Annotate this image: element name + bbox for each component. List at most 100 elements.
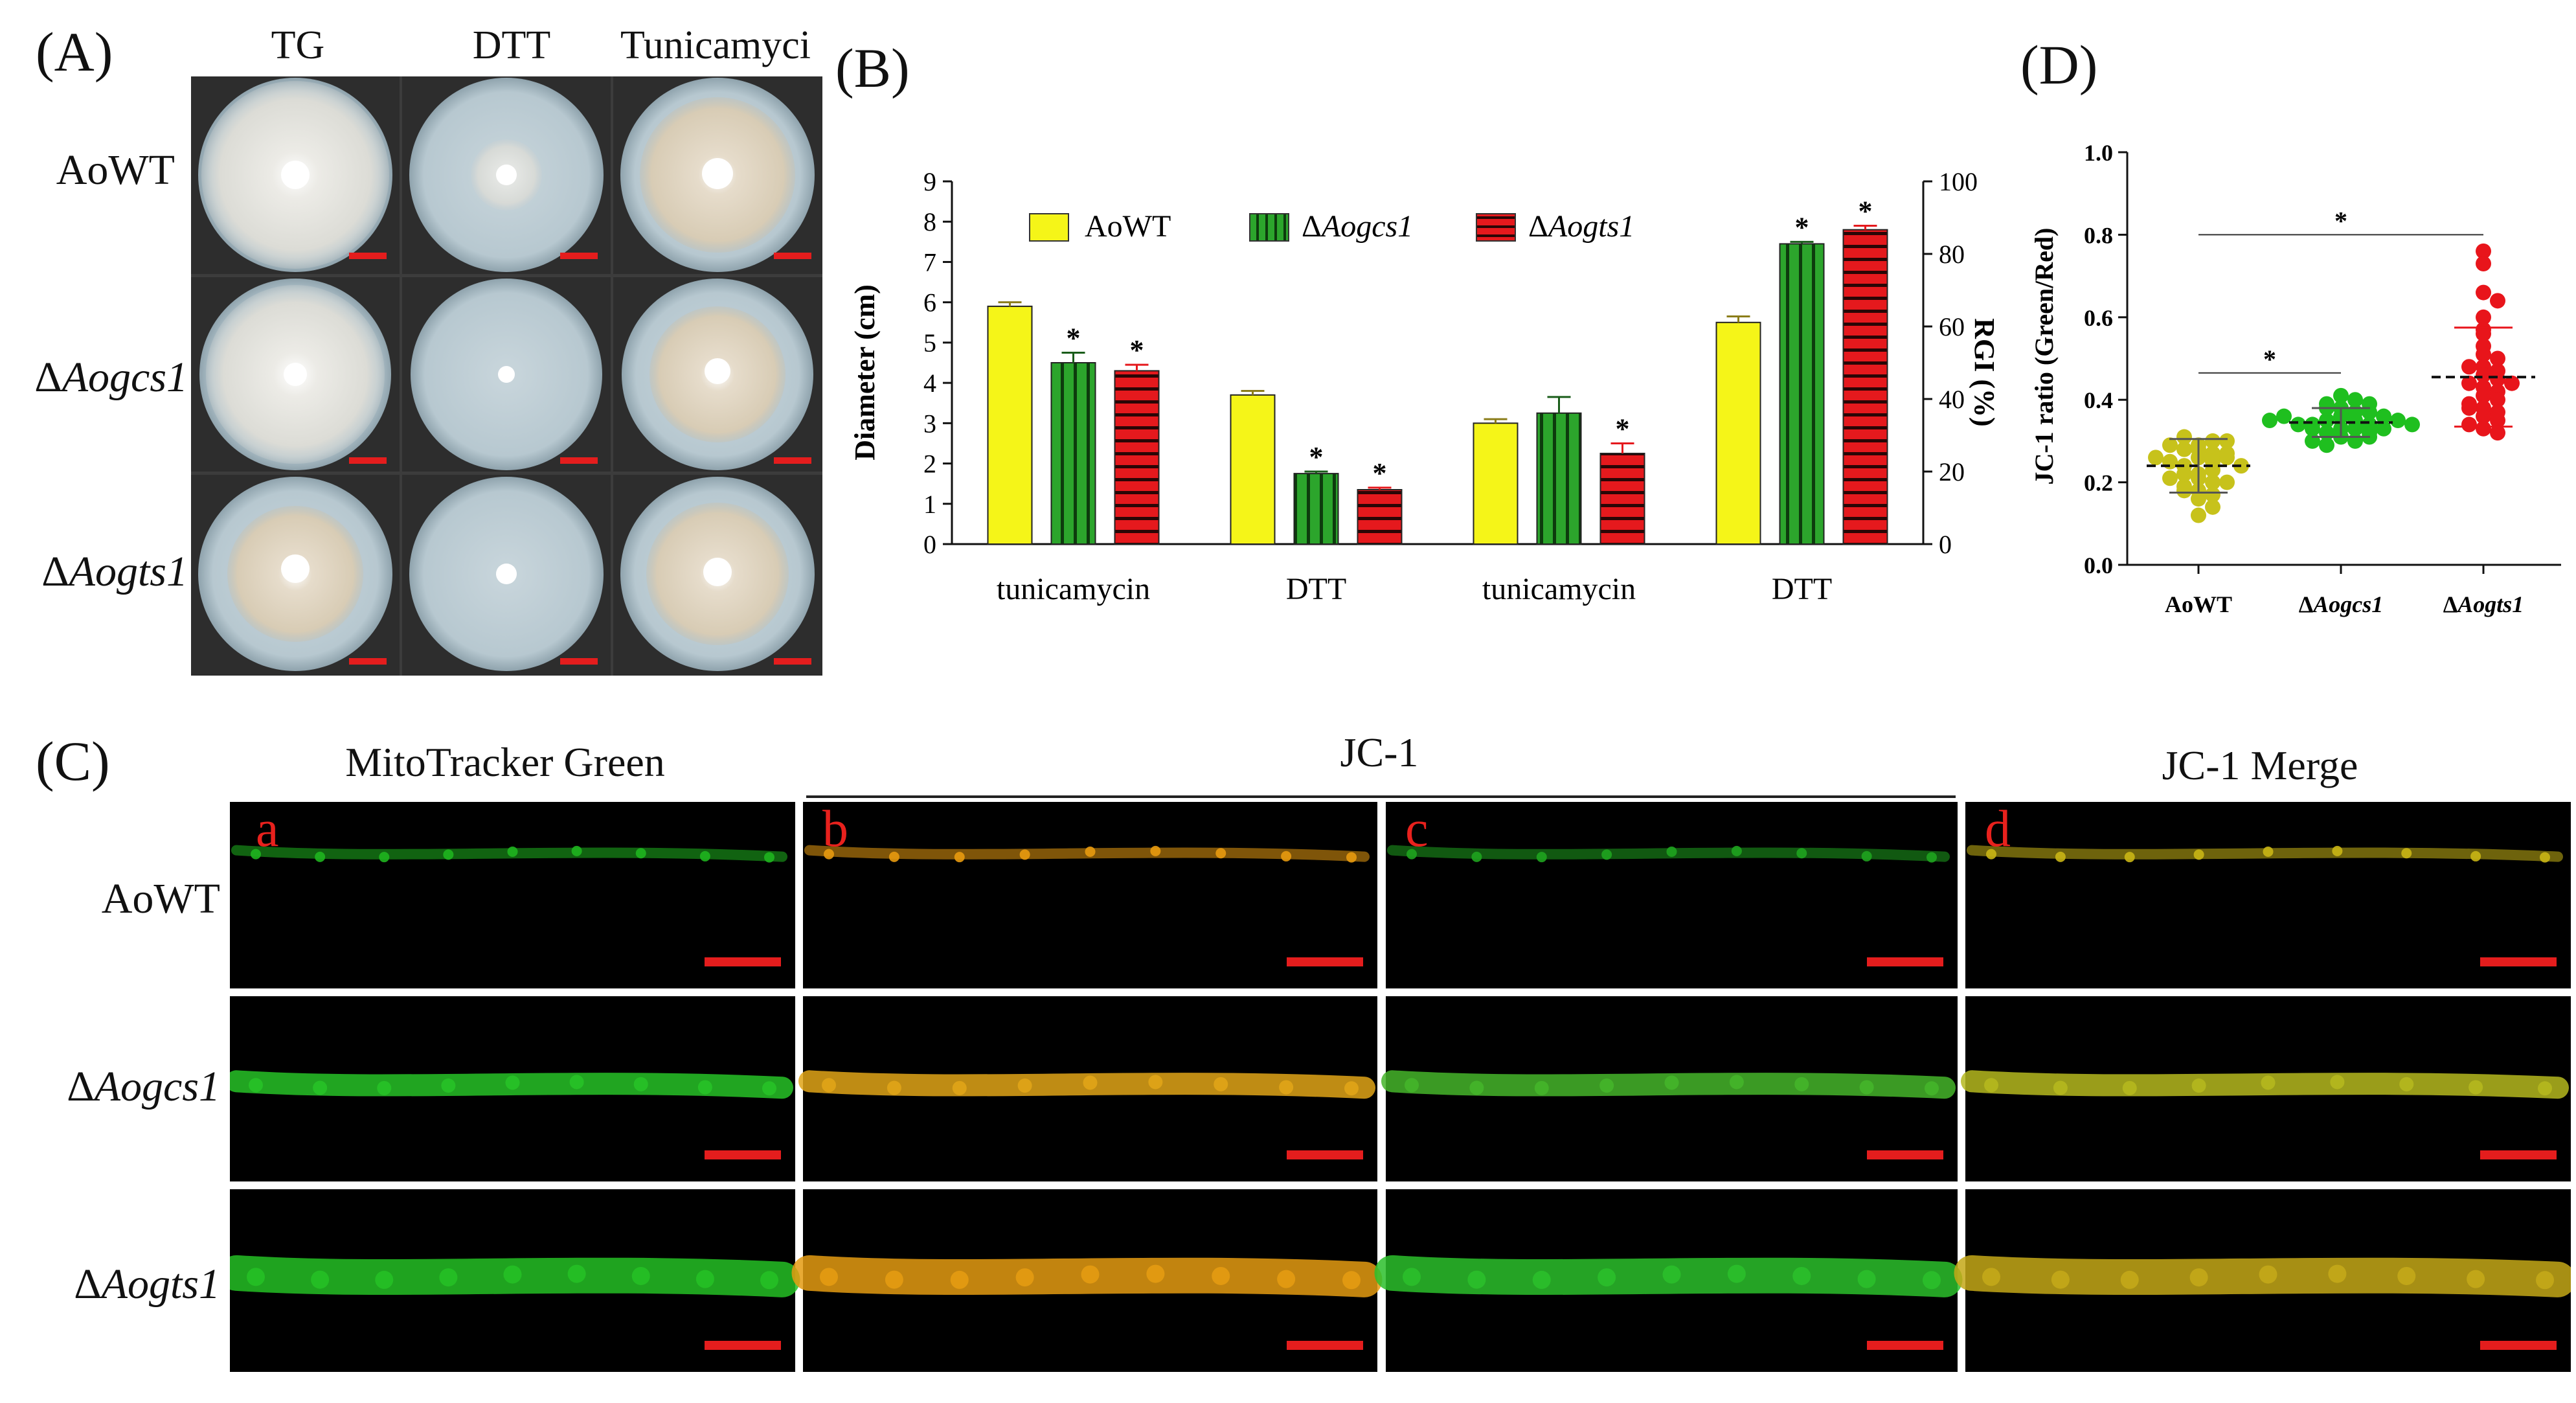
bar [987,305,1033,545]
y-tick-label: 9 [923,167,936,196]
mitochondria-spot [1857,1270,1876,1288]
significance-star: * [1795,211,1809,243]
data-point [2347,420,2363,437]
mitochondria-spot [1792,1266,1811,1285]
plate-aogts1-dtt [402,475,611,676]
scatter-axes: 0.0 0.2 0.4 0.6 0.8 1.0 [2084,140,2561,578]
y-tick-label: 0.2 [2084,470,2113,496]
hypha [230,1255,800,1297]
data-point [2148,450,2164,466]
data-point [2476,284,2491,301]
mitochondria-spot [2469,1080,2483,1095]
mitochondria-spot [824,849,834,860]
data-point [2219,474,2235,490]
mitochondria-spot [695,1270,714,1288]
plate-aogts1-tunicamycin [613,475,822,676]
mitochondria-spot [1467,1270,1486,1289]
y2-axis-label: RGI (%) [1969,318,2000,426]
data-point [2461,400,2477,416]
row-label-aowt: AoWT [101,875,220,922]
mitochondria-spot [697,1080,712,1095]
mitochondria-spot [1727,1264,1746,1283]
mitochondria-spot [1923,1271,1941,1290]
jc1-span-line [806,795,1956,798]
data-point [2276,408,2292,424]
scale-bar [560,253,598,259]
panel-b-label: (B) [835,37,910,99]
scale-bar [705,1341,781,1350]
y-tick-label: 0.6 [2084,305,2113,331]
data-point [2219,446,2235,462]
data-point [2490,425,2505,441]
bar [1536,412,1582,545]
data-point [2205,462,2220,478]
scale-bar [349,658,387,665]
mitochondria-spot [820,1268,838,1286]
mitochondria-spot [2189,1268,2208,1287]
bar [1050,362,1096,545]
mitochondria-spot [1215,848,1226,859]
y-tick-label: 3 [923,409,936,438]
mitochondria-spot [441,1078,456,1093]
sublabel-c: c [1405,801,1429,858]
scale-bar [2480,1341,2557,1350]
mitochondria-spot [1532,1270,1551,1289]
hypha [804,845,1370,862]
row-label-aogts1: ΔAogts1 [74,1260,220,1308]
data-point [2362,396,2377,412]
plate-aogcs1-dtt [402,277,611,472]
hypha [230,1070,793,1099]
data-point [2461,416,2477,433]
mitochondria-spot [1534,1080,1549,1095]
data-point [2205,474,2220,490]
scale-bar [2480,1150,2557,1159]
significance-star: * [2334,206,2347,235]
bar [1779,243,1825,545]
mitochondria-spot [313,1080,328,1095]
bar [1715,321,1761,545]
hypha [798,1070,1375,1099]
plate-image-grid [191,76,822,676]
mitochondria-spot [2120,1270,2139,1289]
mitochondria-spot [2122,1080,2137,1095]
mitochondria-spot [1729,1075,1744,1089]
data-point [2476,309,2491,325]
mitochondria-spot [2330,1075,2345,1089]
y-axis-label: Diameter (cm) [849,284,881,461]
mitochondria-spot [1081,1265,1100,1284]
bar [1842,229,1888,545]
hypha [1954,1255,2571,1297]
x-tick-aogts1: ΔAogts1 [2443,591,2524,617]
scatter-chart: 0.00.20.40.60.81.0 ** JC-1 ratio (Green/… [2029,140,2561,617]
data-point [2490,392,2505,408]
mitochondria-spot [1471,851,1482,862]
y-tick-label: 2 [923,450,936,479]
mitochondria-spot [699,850,710,861]
mitochondria-spot [2055,851,2066,862]
mitochondria-spot [1281,850,1292,861]
mitochondria-spot [1150,845,1161,856]
col-header-dtt: DTT [472,23,551,67]
scatter-marks: ** [2147,206,2535,523]
y-tick-label: 0 [923,530,936,559]
y-tick-label: 0.0 [2084,553,2113,578]
mitochondria-spot [2051,1270,2070,1289]
mitochondria-spot [1083,1075,1098,1090]
mitochondria-spot [888,851,899,862]
scale-bar [705,957,781,966]
significance-star: * [1309,441,1324,473]
legend-label-aowt: AoWT [1085,209,1171,244]
hypha [1381,1070,1956,1099]
mitochondria-spot [1662,1265,1681,1284]
micrograph [1965,802,2571,988]
mitochondria-spot [311,1270,330,1289]
data-point [2390,413,2406,429]
plate-aowt-tg [191,76,400,274]
scale-bar [1867,1150,1943,1159]
mitochondria-spot [1214,1077,1228,1091]
mitochondria-spot [1212,1266,1230,1285]
data-point [2290,416,2306,433]
mitochondria-spot [1536,852,1547,863]
scale-bar [560,658,598,665]
plate-aowt-tunicamycin [613,76,822,274]
